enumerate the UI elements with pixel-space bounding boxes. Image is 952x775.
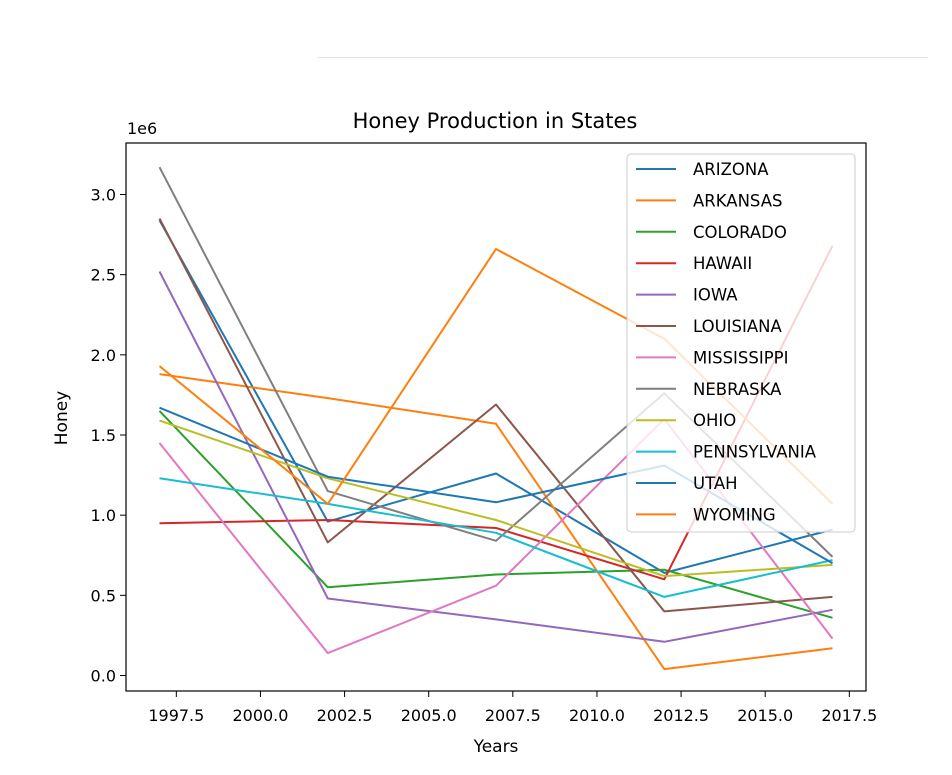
x-tick-label: 1997.5	[148, 706, 204, 725]
x-tick-label: 2000.0	[232, 706, 288, 725]
x-tick-label: 2010.0	[569, 706, 625, 725]
x-axis: 1997.5 2000.0 2002.5 2005.0 2007.5 2010.0 2012…	[148, 691, 877, 725]
legend-label: MISSISSIPPI	[693, 348, 789, 367]
y-tick-label: 0.5	[91, 586, 116, 605]
legend-label: LOUISIANA	[693, 317, 783, 336]
series-line-arkansas	[159, 373, 833, 671]
x-axis-label: Years	[473, 737, 519, 757]
x-tick-label: 2017.5	[821, 706, 877, 725]
series-line-pennsylvania	[159, 477, 833, 598]
legend-label: ARIZONA	[693, 160, 769, 179]
legend-label: WYOMING	[693, 505, 776, 524]
x-tick-label: 2015.0	[737, 706, 793, 725]
y-axis: 0.0 0.5 1.0 1.5 2.0 2.5 3.0	[91, 186, 126, 686]
legend: ARIZONA ARKANSAS COLORADO HAWAII IOWA LOUISIA…	[626, 153, 856, 533]
x-tick-label: 2005.0	[401, 706, 457, 725]
legend-label: PENNSYLVANIA	[693, 443, 817, 462]
x-tick-label: 2012.5	[653, 706, 709, 725]
x-tick-label: 2002.5	[317, 706, 373, 725]
legend-label: ARKANSAS	[693, 191, 782, 210]
series-line-iowa	[158, 271, 833, 643]
chart-title: Honey Production in States	[353, 109, 638, 133]
plot-frame	[125, 142, 867, 692]
y-tick-label: 2.5	[91, 266, 116, 285]
series-line-arizona	[158, 219, 833, 574]
legend-label: UTAH	[693, 474, 738, 493]
header-divider	[318, 57, 928, 58]
y-tick-label: 1.0	[91, 506, 116, 525]
legend-label: HAWAII	[693, 254, 752, 273]
y-tick-label: 1.5	[91, 426, 116, 445]
y-tick-label: 0.0	[91, 667, 116, 686]
series-line-louisiana	[158, 218, 833, 613]
legend-label: OHIO	[693, 411, 736, 430]
y-tick-label: 3.0	[91, 186, 116, 205]
y-axis-label: Honey	[52, 391, 72, 445]
legend-box	[626, 153, 856, 533]
legend-label: NEBRASKA	[693, 380, 782, 399]
y-scale-label: 1e6	[127, 119, 157, 138]
y-tick-label: 2.0	[91, 346, 116, 365]
legend-label: IOWA	[693, 286, 738, 305]
series-line-colorado	[158, 410, 833, 619]
legend-label: COLORADO	[693, 223, 787, 242]
x-tick-label: 2007.5	[485, 706, 541, 725]
